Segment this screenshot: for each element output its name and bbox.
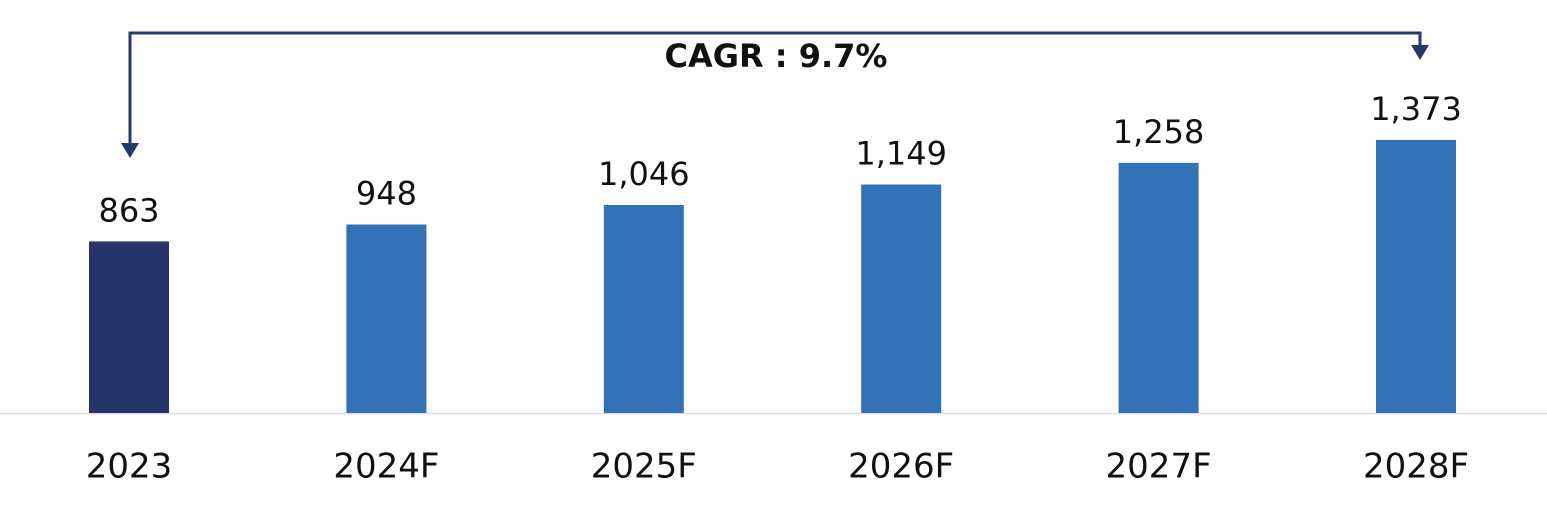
arrow-head xyxy=(1411,45,1429,60)
bar xyxy=(1376,140,1456,413)
value-label: 1,149 xyxy=(855,135,947,173)
bar xyxy=(89,241,169,413)
bar xyxy=(1118,162,1199,413)
bar xyxy=(346,224,427,413)
cagr-arrow xyxy=(128,31,1422,145)
arrow-head xyxy=(121,143,139,158)
value-label: 1,046 xyxy=(598,155,690,193)
x-tick-label: 2026F xyxy=(848,447,954,487)
value-label: 948 xyxy=(356,175,417,213)
x-tick-label: 2028F xyxy=(1363,447,1469,487)
x-tick-label: 2023 xyxy=(86,447,173,487)
value-label: 1,258 xyxy=(1113,113,1205,151)
value-label: 863 xyxy=(98,191,159,229)
cagr-label: CAGR : 9.7% xyxy=(665,37,888,75)
value-label: 1,373 xyxy=(1370,90,1462,128)
x-tick-label: 2027F xyxy=(1106,447,1212,487)
x-tick-label: 2024F xyxy=(333,447,439,487)
bar xyxy=(603,205,684,413)
x-tick-label: 2025F xyxy=(591,447,697,487)
bar xyxy=(861,184,942,413)
